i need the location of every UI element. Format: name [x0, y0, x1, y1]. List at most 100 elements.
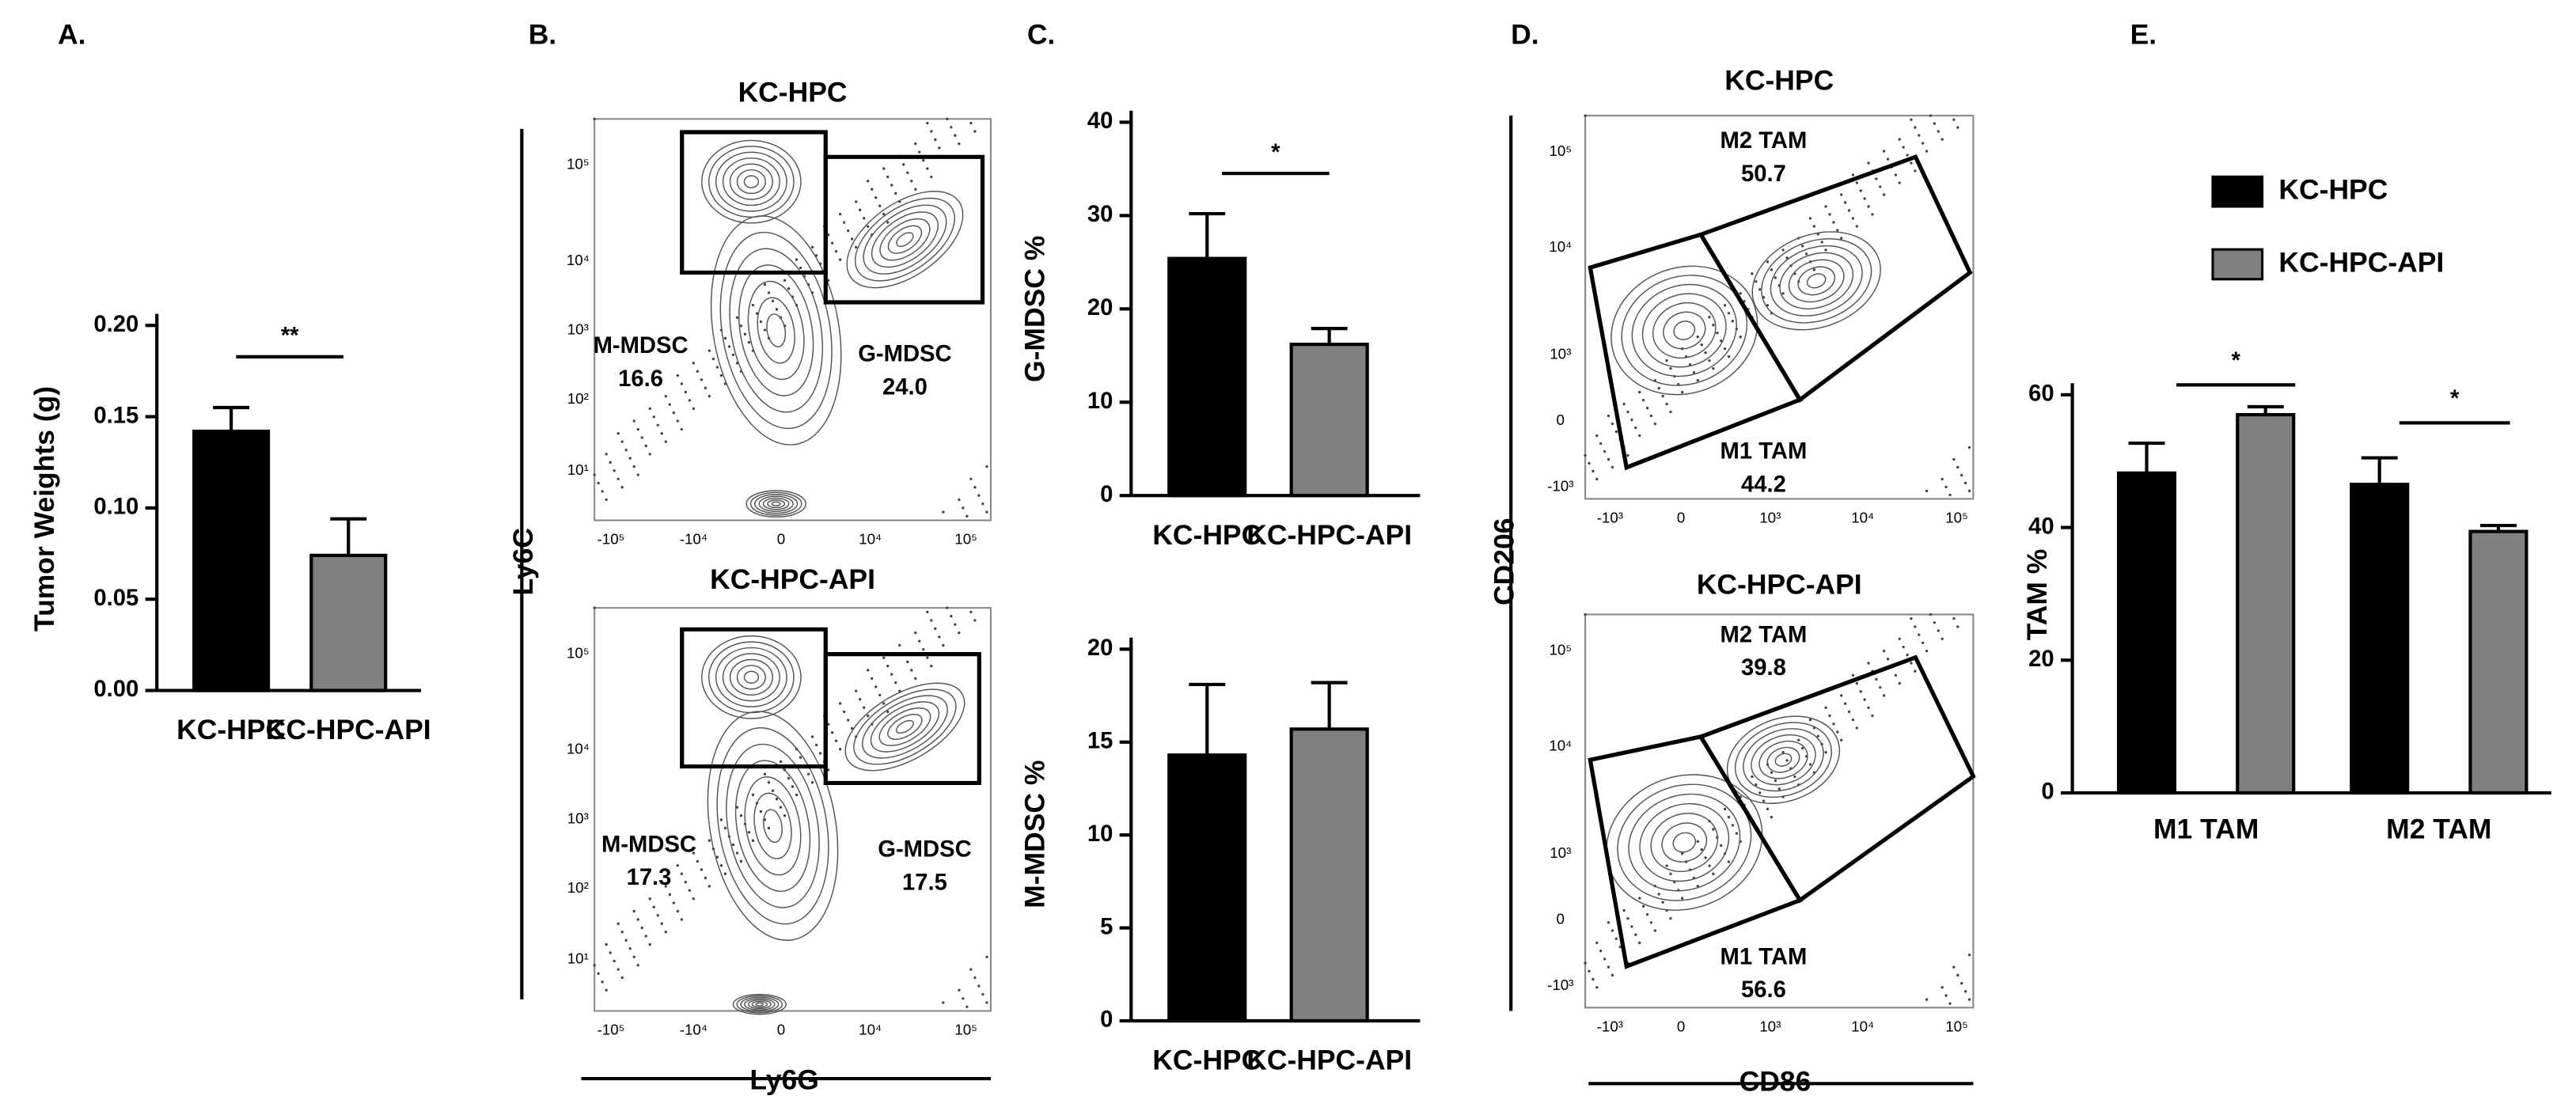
event-dot [1914, 625, 1917, 628]
significance-label: * [2450, 386, 2460, 411]
event-dot [759, 320, 763, 324]
event-dot [1638, 941, 1641, 945]
event-dot [1910, 616, 1913, 620]
event-dot [735, 851, 739, 855]
contour [707, 711, 839, 941]
event-dot [1770, 268, 1774, 271]
contour [701, 635, 802, 719]
error-bar [2247, 404, 2284, 415]
y-tick-label: 10⁴ [1549, 238, 1572, 255]
event-dot [810, 781, 814, 784]
event-dot [930, 175, 933, 179]
bar [2468, 529, 2529, 795]
event-dot [1770, 771, 1774, 774]
event-dot [842, 710, 846, 714]
event-dot [871, 677, 874, 681]
event-dot [1914, 126, 1917, 129]
contour [758, 495, 794, 512]
event-dot [1843, 702, 1847, 705]
event-dot [715, 366, 719, 369]
event-dot [1800, 746, 1804, 750]
event-dot [1739, 336, 1742, 339]
x-tick-label: -10⁵ [598, 1021, 625, 1037]
x-tick-label: -10⁴ [680, 1021, 708, 1037]
event-dot [1723, 807, 1727, 811]
y-tick-label: 10² [567, 879, 589, 896]
event-dot [934, 138, 937, 142]
event-dot [723, 872, 727, 875]
event-dot [787, 776, 791, 780]
event-dot [1867, 205, 1870, 208]
contour [743, 670, 760, 685]
event-dot [1851, 719, 1855, 722]
y-tick-label: 0 [1557, 411, 1565, 428]
event-dot [930, 130, 933, 133]
y-tick-label: 10 [1087, 389, 1113, 414]
gate-name: G-MDSC [858, 342, 951, 367]
y-tick-label: 0 [1100, 482, 1113, 507]
contour [896, 232, 914, 248]
event-dot [1712, 366, 1715, 370]
event-dot [751, 303, 755, 307]
event-dot [882, 212, 886, 216]
y-tick-label: 20 [1087, 295, 1113, 320]
event-dot [846, 719, 850, 722]
event-dot [854, 245, 858, 249]
event-dot [1828, 714, 1831, 718]
event-dot [886, 710, 890, 714]
event-dot [632, 419, 635, 423]
contour [1758, 740, 1808, 779]
event-dot [1902, 645, 1905, 649]
event-dot [1944, 994, 1948, 997]
y-tick-label: 15 [1087, 728, 1113, 753]
event-dot [723, 826, 727, 830]
event-dot [1948, 493, 1952, 497]
event-dot [1836, 229, 1839, 232]
event-dot [1941, 138, 1944, 141]
error-bar [2479, 523, 2517, 532]
event-dot [910, 669, 913, 672]
event-dot [1914, 169, 1917, 173]
contour [745, 490, 806, 518]
bar [2236, 412, 2296, 795]
event-dot [616, 922, 620, 925]
event-dot [1824, 248, 1827, 252]
event-dot [1630, 925, 1633, 928]
gate-value: 17.5 [902, 870, 947, 895]
y-tick-label: 20 [2028, 647, 2054, 672]
event-dot [969, 610, 973, 614]
event-dot [668, 403, 671, 406]
event-dot [1599, 442, 1603, 446]
event-dot [1812, 225, 1816, 228]
gate-name: M-MDSC [601, 832, 696, 857]
bar [309, 553, 388, 692]
event-dot [739, 814, 743, 817]
event-dot [763, 772, 767, 776]
event-dot [1816, 734, 1819, 738]
event-dot [1700, 343, 1703, 347]
y-tick-label: -10³ [1547, 478, 1573, 495]
contour [895, 719, 914, 734]
x-tick-label: KC-HPC-API [1246, 519, 1412, 551]
event-dot [1766, 807, 1770, 811]
gate [1698, 654, 1976, 904]
contour [738, 264, 814, 396]
event-dot [1766, 260, 1770, 264]
event-dot [715, 855, 719, 859]
y-tick-label: 10⁴ [567, 252, 590, 268]
x-tick-label: -10⁵ [598, 531, 625, 548]
event-dot [985, 1001, 988, 1004]
event-dot [1661, 394, 1664, 398]
event-dot [692, 897, 696, 901]
event-dot [1603, 958, 1607, 961]
gate [1698, 154, 1973, 403]
event-dot [656, 914, 659, 917]
event-dot [1626, 916, 1629, 920]
event-dot [684, 390, 688, 394]
contour [1743, 728, 1824, 792]
event-dot [842, 221, 846, 224]
panel-letter: A. [58, 18, 85, 50]
event-dot [708, 885, 711, 888]
event-dot [1867, 662, 1870, 665]
event-dot [601, 980, 604, 984]
